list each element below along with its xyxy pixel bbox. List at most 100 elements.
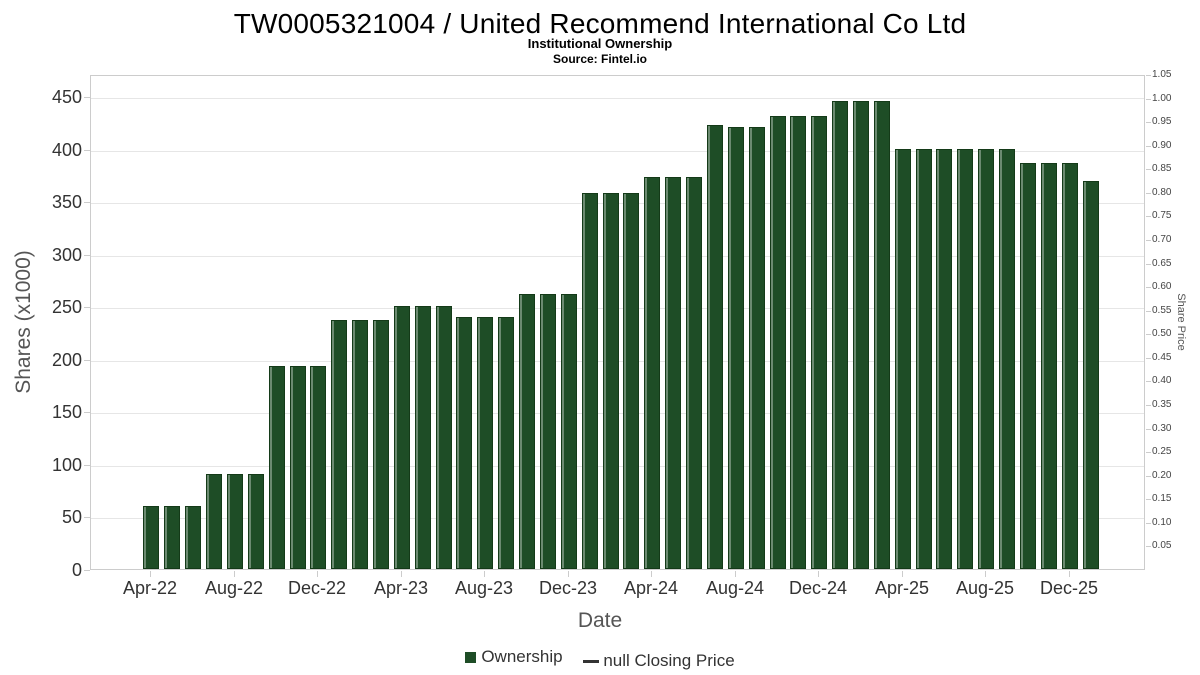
y2-axis-tick-mark (1146, 310, 1151, 312)
x-axis-tick-label: Aug-25 (955, 578, 1015, 598)
ownership-bar[interactable] (436, 306, 452, 569)
ownership-bar[interactable] (999, 149, 1015, 569)
ownership-bar[interactable] (895, 149, 911, 569)
y2-axis-tick-mark (1146, 75, 1151, 76)
ownership-bar[interactable] (832, 101, 848, 569)
x-axis-tick-mark (1069, 571, 1070, 577)
ownership-bar[interactable] (164, 506, 180, 569)
ownership-bar[interactable] (373, 320, 389, 569)
ownership-bar[interactable] (874, 101, 890, 569)
chart-title: TW0005321004 / United Recommend Internat… (233, 8, 967, 39)
y2-axis-tick-mark (1146, 192, 1151, 194)
y2-axis-tick-label: 0.20 (1152, 469, 1172, 481)
ownership-bar[interactable] (728, 127, 744, 569)
ownership-bar[interactable] (978, 149, 994, 569)
y2-axis-tick-mark (1146, 169, 1151, 171)
legend-item-ownership[interactable]: Ownership (465, 647, 563, 667)
ownership-bar[interactable] (749, 127, 765, 569)
y-axis-tick-mark (84, 464, 90, 466)
y-axis-tick-mark (84, 570, 90, 571)
y2-axis-tick-mark (1146, 546, 1151, 548)
ownership-bar[interactable] (811, 116, 827, 569)
y-axis-tick-mark (84, 307, 90, 309)
ownership-bar[interactable] (665, 177, 681, 569)
ownership-bar[interactable] (770, 116, 786, 569)
ownership-bar[interactable] (310, 366, 326, 569)
ownership-bar[interactable] (1083, 181, 1099, 569)
ownership-bar[interactable] (143, 506, 159, 569)
y-axis-tick-mark (84, 517, 90, 519)
ownership-bar[interactable] (1041, 163, 1057, 569)
y2-axis-tick-mark (1146, 405, 1151, 406)
x-axis-tick-label: Dec-22 (287, 578, 347, 598)
y2-axis-title: Share Price (1175, 293, 1187, 351)
plot-area (90, 75, 1145, 570)
x-axis-tick-mark (317, 571, 318, 577)
ownership-bar[interactable] (582, 193, 598, 569)
x-axis-tick-label: Apr-25 (874, 578, 930, 598)
ownership-bar[interactable] (290, 366, 306, 569)
ownership-bar[interactable] (352, 320, 368, 569)
y-axis-tick-mark (84, 202, 90, 204)
y2-axis-tick-label: 1.05 (1152, 69, 1172, 80)
y2-axis-tick-mark (1146, 452, 1151, 454)
x-axis-tick-label: Aug-23 (454, 578, 514, 598)
x-axis-tick-label: Aug-22 (204, 578, 264, 598)
ownership-bar[interactable] (227, 474, 243, 569)
ownership-bar[interactable] (561, 294, 577, 569)
y2-axis-tick-label: 1.00 (1152, 92, 1172, 104)
y2-axis-tick-mark (1146, 145, 1151, 147)
y-axis-tick-label: 200 (51, 349, 82, 370)
ownership-bar[interactable] (206, 474, 222, 569)
y-axis-tick-label: 400 (51, 139, 82, 160)
y-axis-tick-label: 150 (51, 402, 82, 423)
y-axis-tick-label: 50 (61, 507, 82, 528)
y-axis-tick-label: 0 (71, 560, 82, 580)
legend-item-closing-price[interactable]: null Closing Price (583, 651, 735, 671)
ownership-bar[interactable] (790, 116, 806, 569)
ownership-bar[interactable] (540, 294, 556, 569)
ownership-bar[interactable] (394, 306, 410, 569)
y2-axis-tick-label: 0.15 (1152, 493, 1172, 505)
y2-axis-tick-mark (1146, 475, 1151, 477)
y2-axis-tick-label: 0.90 (1152, 139, 1172, 151)
ownership-bar[interactable] (623, 193, 639, 569)
ownership-bar[interactable] (519, 294, 535, 569)
y2-axis-tick-mark (1146, 428, 1151, 430)
ownership-bar[interactable] (185, 506, 201, 569)
x-axis-title: Date (577, 609, 623, 632)
y2-axis-tick-label: 0.45 (1152, 351, 1172, 363)
y2-axis-tick-mark (1146, 334, 1151, 336)
gridline (91, 98, 1144, 100)
ownership-bar[interactable] (686, 177, 702, 569)
x-axis-tick-mark (568, 571, 569, 577)
legend-ownership-label: Ownership (481, 647, 563, 666)
x-axis-tick-label: Dec-25 (1039, 578, 1099, 598)
gridline (91, 150, 1144, 152)
chart-subtitle: Institutional Ownership (527, 36, 673, 51)
ownership-bar[interactable] (936, 149, 952, 569)
ownership-bar[interactable] (248, 474, 264, 569)
x-axis-tick-mark (818, 571, 819, 577)
ownership-bar[interactable] (498, 317, 514, 569)
y2-axis-tick-mark (1146, 263, 1151, 265)
ownership-bar[interactable] (603, 193, 619, 569)
ownership-bar[interactable] (916, 149, 932, 569)
ownership-bar[interactable] (269, 366, 285, 569)
ownership-bar[interactable] (456, 317, 472, 569)
y2-axis-tick-label: 0.05 (1152, 540, 1172, 552)
y2-axis-tick-mark (1146, 522, 1151, 524)
y2-axis-tick-label: 0.35 (1152, 399, 1172, 410)
y2-axis-tick-label: 0.50 (1152, 328, 1172, 340)
ownership-bar[interactable] (331, 320, 347, 569)
ownership-bar[interactable] (1062, 163, 1078, 569)
ownership-bar[interactable] (644, 177, 660, 569)
ownership-bar[interactable] (477, 317, 493, 569)
ownership-bar[interactable] (853, 101, 869, 569)
x-axis-tick-mark (150, 571, 151, 577)
ownership-bar[interactable] (957, 149, 973, 569)
ownership-bar[interactable] (415, 306, 431, 569)
x-axis-tick-label: Apr-22 (122, 578, 178, 598)
ownership-bar[interactable] (1020, 163, 1036, 569)
ownership-bar[interactable] (707, 125, 723, 569)
